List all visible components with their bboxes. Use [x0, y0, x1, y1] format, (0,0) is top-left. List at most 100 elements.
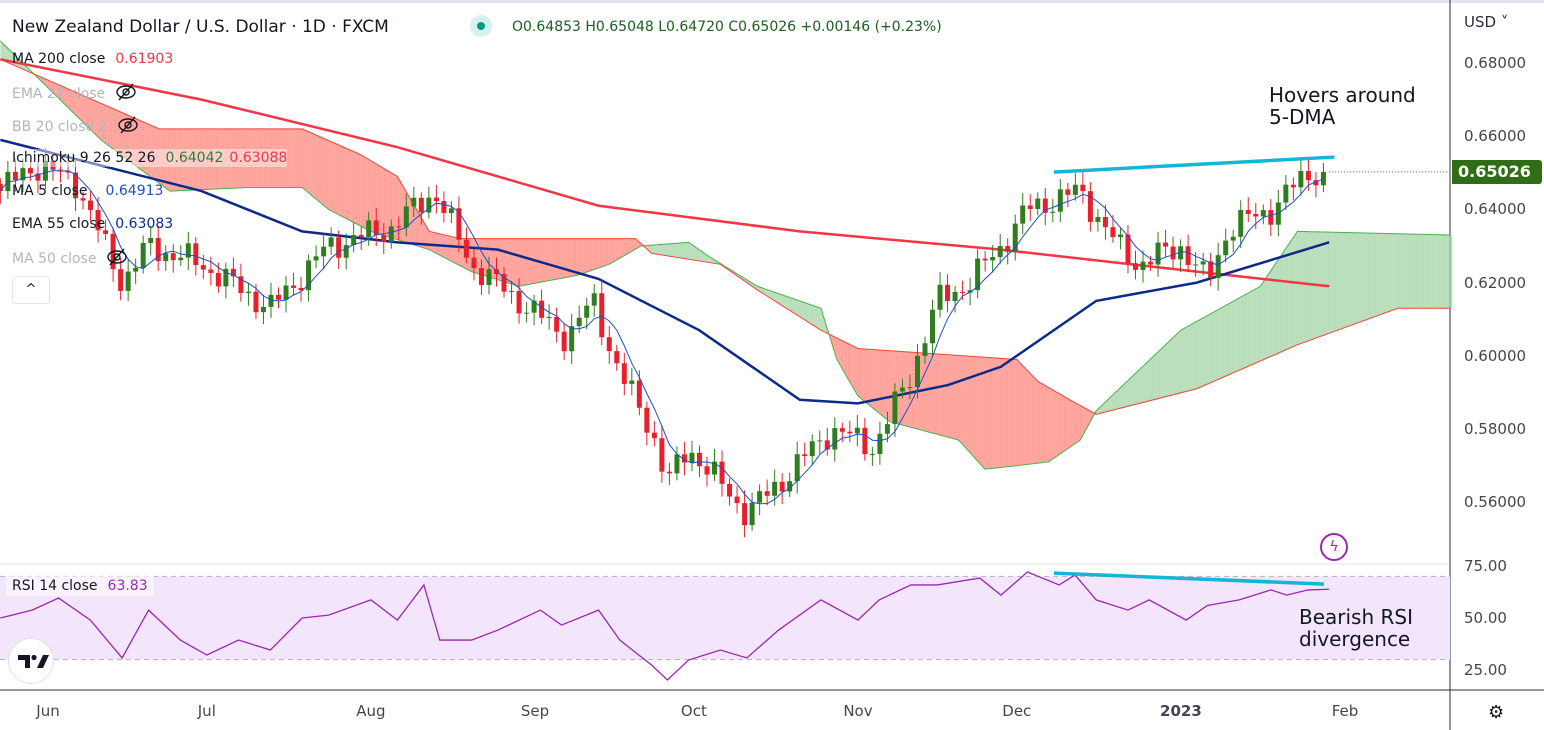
settings-gear-icon[interactable]: ⚙	[1488, 702, 1505, 723]
candle-body	[65, 170, 71, 173]
cloud-segment	[1267, 270, 1272, 358]
tradingview-logo[interactable]	[8, 638, 54, 684]
legend-bb20[interactable]: BB 20 close 2	[12, 116, 139, 136]
legend-label: MA 200 close	[12, 51, 106, 67]
cloud-segment	[219, 128, 224, 189]
candle-body	[824, 440, 830, 450]
cloud-segment	[1058, 393, 1062, 456]
cloud-segment	[1337, 232, 1342, 331]
hidden-eye-icon[interactable]	[115, 83, 137, 101]
cloud-segment	[1286, 242, 1291, 350]
cloud-segment	[225, 128, 230, 189]
cloud-segment	[857, 348, 862, 399]
legend-value: 0.61903	[115, 51, 174, 67]
legend-ma200[interactable]: MA 200 close 0.61903	[12, 50, 173, 68]
candle-body	[794, 454, 800, 482]
cloud-segment	[1204, 315, 1208, 386]
cloud-segment	[1073, 402, 1078, 445]
cloud-segment	[238, 128, 243, 188]
candle-body	[614, 351, 620, 364]
cloud-segment	[1274, 261, 1278, 355]
candle-body	[1320, 171, 1326, 186]
cloud-segment	[149, 124, 154, 179]
cloud-segment	[1385, 233, 1389, 313]
legend-ichimoku[interactable]: Ichimoku 9 26 52 26 0.64042 0.63088	[12, 149, 288, 167]
candle-body	[20, 168, 26, 181]
cloud-segment	[572, 238, 576, 277]
annotation-rsi-divergence[interactable]: Bearish RSI divergence	[1299, 606, 1413, 650]
legend-rsi[interactable]: RSI 14 close 63.83	[6, 576, 154, 596]
cloud-segment	[1423, 234, 1427, 309]
cloud-segment	[181, 128, 185, 191]
candle-body	[103, 230, 109, 234]
cloud-segment	[362, 155, 366, 229]
symbol-title[interactable]: New Zealand Dollar / U.S. Dollar · 1D · …	[12, 17, 389, 37]
candle-body	[268, 294, 274, 307]
collapse-legend-button[interactable]: ^	[12, 276, 50, 304]
candle-body	[478, 268, 484, 286]
lightning-icon[interactable]: ϟ	[1320, 533, 1348, 561]
cloud-segment	[502, 238, 506, 283]
cloud-segment	[1235, 297, 1240, 372]
cloud-segment	[60, 85, 65, 104]
candle-body	[1027, 205, 1033, 209]
cloud-segment	[1239, 296, 1243, 371]
candle-body	[35, 173, 41, 181]
hidden-eye-icon[interactable]	[117, 116, 139, 134]
legend-ema55[interactable]: EMA 55 close 0.63083	[12, 215, 173, 233]
cloud-segment	[553, 238, 557, 280]
legend-ma50[interactable]: MA 50 close	[12, 248, 128, 268]
cloud-segment	[197, 128, 201, 190]
candle-body	[584, 305, 590, 318]
currency-selector[interactable]: USD ˅	[1464, 13, 1509, 31]
cloud-segment	[187, 128, 192, 191]
market-status-icon[interactable]	[470, 15, 492, 37]
cloud-segment	[1029, 372, 1033, 465]
cloud-segment	[788, 296, 792, 312]
candle-body	[336, 237, 342, 258]
legend-ma5[interactable]: MA 5 close 0.64913	[12, 182, 163, 200]
cloud-segment	[877, 349, 881, 414]
candle-body	[1080, 184, 1086, 192]
cloud-segment	[505, 238, 509, 284]
cloud-segment	[1448, 234, 1453, 309]
hidden-eye-icon[interactable]	[106, 248, 128, 266]
candle-body	[366, 220, 372, 238]
cloud-segment	[1340, 232, 1345, 330]
cloud-segment	[543, 238, 547, 282]
candle-body	[516, 290, 522, 314]
cloud-segment	[854, 346, 859, 397]
legend-ema21[interactable]: EMA 21 close	[12, 83, 137, 103]
cloud-segment	[460, 238, 465, 268]
cloud-segment	[1051, 389, 1056, 460]
cloud-segment	[89, 98, 93, 132]
cloud-segment	[1064, 396, 1068, 451]
cloud-segment	[956, 355, 960, 442]
cloud-segment	[1404, 233, 1408, 309]
candle-body	[1253, 213, 1259, 217]
annotation-hovers[interactable]: Hovers around 5-DMA	[1269, 84, 1416, 128]
cloud-segment	[1194, 320, 1199, 390]
candle-body	[163, 253, 169, 262]
cloud-segment	[978, 356, 983, 466]
cloud-segment	[781, 294, 786, 308]
legend-label: BB 20 close 2	[12, 119, 108, 135]
cloud-segment	[911, 352, 916, 429]
cloud-segment	[1185, 326, 1189, 392]
cloud-segment	[1445, 234, 1450, 309]
cloud-segment	[689, 243, 694, 260]
candle-body	[561, 331, 567, 352]
cloud-segment	[908, 351, 913, 428]
cloud-segment	[518, 238, 522, 286]
cloud-segment	[1264, 275, 1269, 360]
cloud-segment	[794, 299, 798, 316]
cloud-segment	[524, 238, 528, 286]
cloud-segment	[683, 242, 687, 259]
cloud-segment	[886, 350, 891, 422]
candle-body	[644, 407, 650, 433]
senkou-span-b-line	[0, 58, 1451, 415]
cloud-segment	[864, 348, 868, 404]
candle-body	[727, 483, 733, 497]
cloud-segment	[953, 355, 957, 440]
